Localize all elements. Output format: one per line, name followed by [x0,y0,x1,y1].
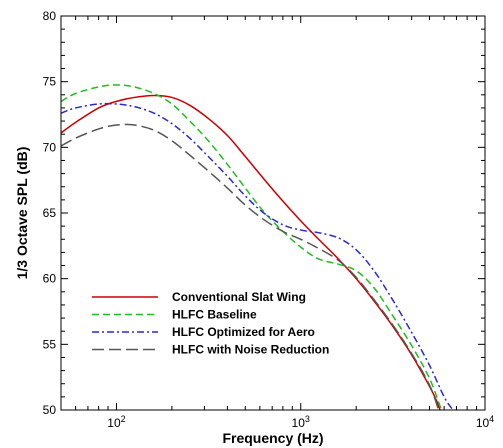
x-tick-label: 103 [292,414,310,430]
x-tick-label-base: 10 [292,416,306,430]
x-tick-label-exponent: 4 [489,414,494,424]
series-line-1 [61,94,441,410]
series-line-4 [61,123,440,410]
y-axis: 50 55 60 65 70 75 80 [43,9,485,417]
y-tick-label: 70 [43,140,57,154]
y-tick-label: 65 [43,206,57,220]
x-tick-label: 104 [476,414,494,430]
series-lines [61,84,454,410]
x-tick-label-base: 10 [107,416,121,430]
legend-label-2: HLFC Baseline [172,308,257,322]
legend-label-1: Conventional Slat Wing [172,290,306,304]
y-tick-label: 75 [43,75,57,89]
legend: Conventional Slat Wing HLFC Baseline HLFC … [92,290,329,357]
x-axis: 102 103 104 [60,16,494,430]
y-tick-label: 60 [43,272,57,286]
x-tick-label: 102 [107,414,125,430]
legend-label-4: HLFC with Noise Reduction [172,343,329,357]
x-axis-title: Frequency (Hz) [222,430,323,446]
y-tick-label: 50 [43,403,57,417]
series-line-2 [61,84,443,410]
x-tick-label-base: 10 [476,416,490,430]
y-tick-label: 80 [43,9,57,23]
y-tick-label: 55 [43,337,57,351]
legend-label-3: HLFC Optimized for Aero [172,325,315,339]
series-line-3 [61,102,454,410]
x-tick-label-exponent: 2 [121,414,126,424]
x-tick-label-exponent: 3 [305,414,310,424]
y-axis-title: 1/3 Octave SPL (dB) [14,147,30,280]
